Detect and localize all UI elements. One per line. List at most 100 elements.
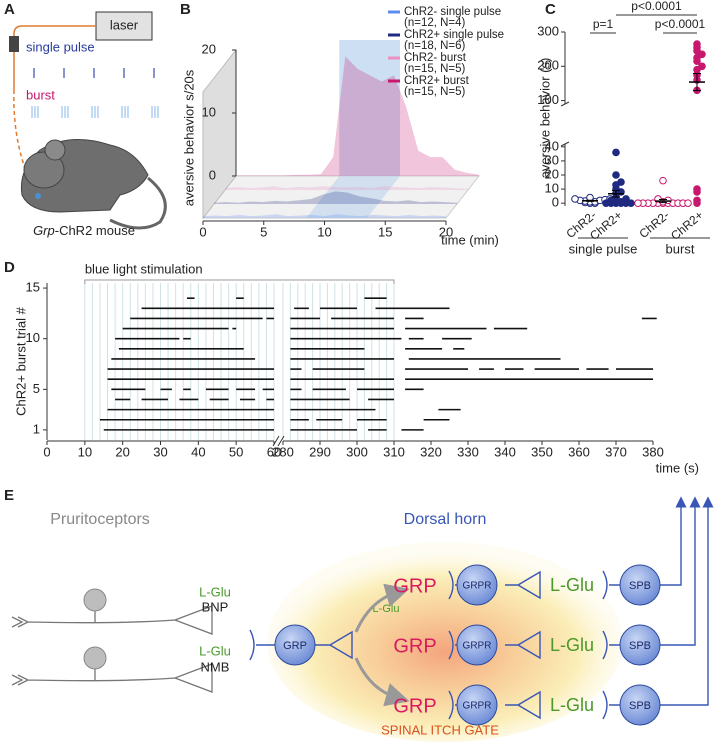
x-tick-label: 310 xyxy=(383,444,405,459)
afferents xyxy=(11,605,213,693)
point xyxy=(698,62,706,71)
stimulation-bar xyxy=(84,279,395,284)
grpr-neuron xyxy=(456,684,498,726)
x-tick-label: 60 xyxy=(267,444,281,459)
transmitter: L-Glu xyxy=(550,575,594,595)
gene: Grp xyxy=(33,223,55,238)
grp-input xyxy=(249,629,353,661)
legend-sample: (n=15, N=5) xyxy=(404,86,466,98)
projection xyxy=(660,496,701,646)
error-bar xyxy=(612,190,620,198)
single-pulse-label: single pulse xyxy=(26,39,95,54)
synapse xyxy=(448,570,620,600)
output: SPB xyxy=(629,580,651,592)
fiber xyxy=(13,25,96,40)
mouse-tail xyxy=(109,176,167,230)
group-label: burst xyxy=(666,241,695,256)
x-tick-label: 10 xyxy=(317,224,331,239)
burst-label: burst xyxy=(26,87,55,102)
receptor: GRPR xyxy=(463,581,492,592)
grp-neuron-label: GRP xyxy=(283,640,307,652)
burst-train xyxy=(31,106,159,118)
legend-sample: (n=15, N=5) xyxy=(404,63,466,75)
y-tick-label: 200 xyxy=(537,58,559,73)
x-tick-label: 380 xyxy=(642,444,664,459)
receptor: GRPR xyxy=(463,701,492,712)
mouse-caption: Grp-ChR2 mouse xyxy=(33,223,135,238)
spb-neuron xyxy=(619,564,661,606)
spb-neuron xyxy=(619,684,661,726)
comparison-label: p=1 xyxy=(593,17,614,31)
peptide: GRP xyxy=(393,575,436,597)
y-tick-label: 15 xyxy=(26,280,40,295)
panel-letter: A xyxy=(4,1,15,18)
y-tick-label: 10 xyxy=(202,104,216,119)
x-tick-label: 10 xyxy=(78,444,92,459)
gate-label: SPINAL ITCH GATE xyxy=(381,722,499,737)
y-tick-label: 30 xyxy=(545,152,559,167)
output: SPB xyxy=(629,700,651,712)
y-label: ChR2+ burst trial # xyxy=(13,306,28,416)
peptide: NMB xyxy=(201,659,230,674)
y-tick-label: 20 xyxy=(202,41,216,56)
y-tick-label: 10 xyxy=(545,181,559,196)
mouse-ear xyxy=(44,139,66,161)
y-tick-label: 0 xyxy=(552,195,559,210)
x-tick-label: 360 xyxy=(568,444,590,459)
y-tick-label: 20 xyxy=(545,166,559,181)
series-area xyxy=(225,186,468,190)
grp-neuron xyxy=(274,624,316,666)
x-tick-label: 20 xyxy=(439,224,453,239)
x-tick-label: 350 xyxy=(531,444,553,459)
group-label: single pulse xyxy=(569,241,638,256)
drg-soma xyxy=(83,646,107,670)
panel-letter: D xyxy=(4,259,15,276)
x-tick-label: 320 xyxy=(420,444,442,459)
x-tick-label: 40 xyxy=(191,444,205,459)
pulse-train xyxy=(33,68,155,78)
point xyxy=(659,176,667,185)
legend-label: ChR2- burst xyxy=(404,52,467,64)
x-tick-label: 20 xyxy=(115,444,129,459)
gate-area xyxy=(267,542,623,742)
y-tick-label: 1 xyxy=(33,421,40,436)
light-spot xyxy=(35,193,41,199)
x-tick-label: 370 xyxy=(605,444,627,459)
error-bar xyxy=(586,199,594,202)
y-label: aversive behavior s/20s xyxy=(181,69,196,206)
series-area xyxy=(236,56,479,176)
receptor: GRPR xyxy=(463,641,492,652)
x-tick-label: 15 xyxy=(378,224,392,239)
x-tick-label: 30 xyxy=(153,444,167,459)
grpr-neuron xyxy=(456,564,498,606)
error-bar xyxy=(659,199,667,204)
x-tick-label: 0 xyxy=(199,224,206,239)
drg-soma xyxy=(83,588,107,612)
x-tick-label: 280 xyxy=(272,444,294,459)
x-label: time (min) xyxy=(441,232,499,247)
stimulation-shade xyxy=(339,40,401,176)
point xyxy=(634,199,642,207)
synapse xyxy=(448,630,620,660)
release-arrow xyxy=(354,657,410,707)
connector xyxy=(9,36,19,52)
transmitter: L-Glu xyxy=(550,635,594,655)
y-tick-label: 5 xyxy=(33,381,40,396)
synapse xyxy=(448,690,620,720)
comparison-label: p<0.0001 xyxy=(631,0,682,13)
peptide: BNP xyxy=(202,599,229,614)
point xyxy=(612,148,620,157)
transmitter: L-Glu xyxy=(550,695,594,715)
y-tick-label: 100 xyxy=(537,92,559,107)
y-tick-label: 300 xyxy=(537,23,559,38)
projection xyxy=(660,496,687,586)
transmitter: L-Glu xyxy=(199,584,231,599)
y-tick-label: 40 xyxy=(545,138,559,153)
y-tick-label: 10 xyxy=(26,330,40,345)
pruritoceptors-label: Pruritoceptors xyxy=(50,511,150,528)
legend-label: ChR2+ single pulse xyxy=(404,29,504,41)
panel-e: Pruritoceptors Dorsal horn L-Glu BNP L-G… xyxy=(11,496,714,742)
x-tick-label: 330 xyxy=(457,444,479,459)
dorsal-horn-label: Dorsal horn xyxy=(404,511,487,528)
